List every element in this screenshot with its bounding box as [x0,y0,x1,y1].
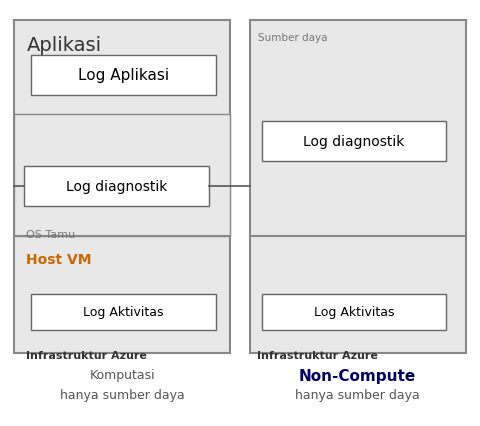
Bar [14,115,230,236]
Bar [14,21,230,354]
Text: hanya sumber daya: hanya sumber daya [295,388,420,400]
Text: Komputasi: Komputasi [90,368,155,381]
Text: Host VM: Host VM [26,252,92,266]
Text: Sumber daya: Sumber daya [258,33,328,43]
Text: Aplikasi: Aplikasi [26,36,102,55]
Text: Log diagnostik: Log diagnostik [303,135,405,149]
Bar [31,294,216,330]
Bar [250,21,466,354]
Text: Non-Compute: Non-Compute [299,368,416,383]
Text: hanya sumber daya: hanya sumber daya [60,388,185,400]
Text: Log Aplikasi: Log Aplikasi [78,68,169,83]
Text: Infrastruktur Azure: Infrastruktur Azure [257,351,378,360]
Text: Log Aktivitas: Log Aktivitas [314,305,394,319]
Text: Log diagnostik: Log diagnostik [66,179,167,193]
Bar [262,121,446,162]
Bar [24,166,209,207]
Text: Infrastruktur Azure: Infrastruktur Azure [26,351,147,360]
Bar [31,55,216,96]
Bar [262,294,446,330]
Text: OS Tamu: OS Tamu [26,229,75,239]
Text: Log Aktivitas: Log Aktivitas [84,305,164,319]
